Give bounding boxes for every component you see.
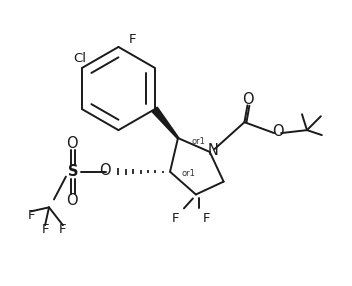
Text: Cl: Cl — [73, 52, 86, 65]
Text: or1: or1 — [192, 136, 206, 146]
Text: F: F — [27, 209, 35, 222]
Text: or1: or1 — [182, 169, 196, 178]
Text: N: N — [207, 143, 218, 158]
Text: O: O — [99, 163, 111, 178]
Text: O: O — [66, 136, 78, 150]
Text: F: F — [172, 212, 180, 225]
Text: F: F — [59, 223, 67, 236]
Text: F: F — [41, 223, 49, 236]
Text: S: S — [68, 164, 78, 179]
Polygon shape — [152, 107, 178, 138]
Text: F: F — [128, 33, 136, 45]
Text: O: O — [243, 92, 254, 107]
Text: O: O — [272, 124, 284, 139]
Text: O: O — [66, 193, 78, 208]
Text: F: F — [203, 212, 210, 225]
